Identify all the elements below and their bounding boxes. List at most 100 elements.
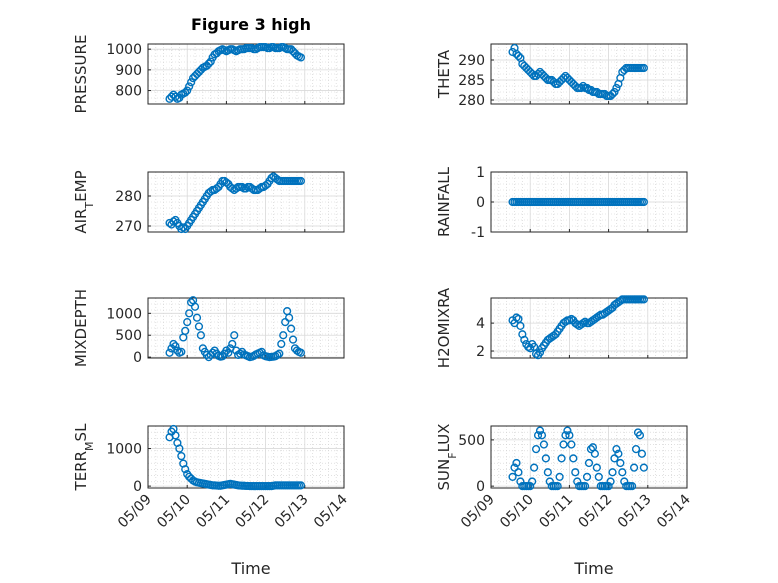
data-point	[567, 440, 576, 449]
data-point	[582, 83, 592, 93]
y-tick-label: 500	[458, 433, 485, 449]
data-point	[528, 477, 537, 486]
data-point	[586, 445, 596, 454]
data-point	[173, 346, 182, 355]
data-point	[171, 431, 180, 440]
subplot-air-temp: 270 280 AIRTEMP	[72, 170, 345, 235]
data-point	[577, 83, 586, 93]
data-point	[584, 458, 594, 468]
y-tick-label: 4	[476, 316, 485, 332]
data-point	[612, 83, 621, 93]
subplot-pressure: 800 900 1000 PRESSURE	[72, 35, 345, 114]
data-point	[508, 47, 517, 57]
data-point	[580, 482, 590, 491]
data-point	[277, 339, 286, 349]
y-axis-label: THETA	[435, 49, 453, 99]
y-axis-label: RAINFALL	[435, 166, 453, 237]
data-point	[561, 431, 570, 440]
data-point	[563, 426, 572, 435]
data-point	[194, 322, 204, 331]
data-point	[187, 78, 196, 87]
data-point	[279, 331, 288, 340]
x-tick-label: 05/10	[497, 492, 537, 532]
axes-box	[490, 425, 688, 489]
data-point	[631, 445, 641, 454]
data-point	[549, 77, 558, 87]
data-point	[526, 482, 535, 491]
data-point	[582, 472, 592, 481]
data-point	[526, 344, 535, 353]
data-point	[628, 482, 637, 491]
y-tick-label: 800	[115, 84, 142, 100]
x-tick-label: 05/14	[311, 491, 351, 531]
data-point	[222, 346, 231, 355]
data-point	[608, 89, 617, 99]
subplot-terr-msl: 0 1000 TERRMSL 05/09 05/10 05/11 05/12 05/13 05/…	[72, 423, 351, 531]
data-point	[569, 454, 578, 463]
y-tick-label: 0	[133, 350, 142, 366]
data-point	[539, 440, 549, 449]
data-point	[530, 463, 539, 472]
data-point	[237, 182, 247, 192]
data-point	[535, 426, 545, 435]
y-axis-label: SUNFLUX	[435, 424, 459, 491]
data-point	[618, 468, 627, 477]
data-point	[580, 317, 590, 326]
y-axis-label: H2OMIXRA	[435, 287, 453, 368]
data-point	[292, 346, 302, 355]
data-point	[175, 444, 184, 453]
y-axis-label: MIXDEPTH	[72, 289, 90, 367]
y-tick-label: 2	[476, 344, 485, 360]
data-point	[196, 331, 206, 340]
data-point	[192, 313, 202, 322]
data-point	[204, 59, 213, 68]
data-point	[545, 477, 554, 486]
data-point	[185, 309, 194, 318]
x-tick-label: 05/11	[536, 492, 576, 532]
data-point	[594, 472, 603, 481]
data-point	[288, 335, 298, 344]
data-point	[592, 463, 601, 472]
data-point	[531, 445, 541, 454]
data-point	[177, 451, 186, 461]
data-point	[608, 468, 617, 477]
data-point	[604, 482, 613, 491]
data-point	[185, 82, 194, 91]
x-tick-label: 05/12	[576, 492, 616, 532]
data-point	[275, 349, 284, 358]
data-point	[512, 313, 521, 322]
x-tick-label: 05/13	[615, 492, 655, 532]
data-point	[296, 348, 305, 357]
data-point	[639, 295, 648, 304]
data-point	[557, 454, 566, 463]
y-tick-label: 1000	[106, 42, 142, 58]
data-point	[535, 348, 545, 357]
data-point	[514, 468, 523, 477]
y-tick-label: 0	[476, 195, 485, 211]
data-point	[559, 440, 568, 449]
y-tick-label: 900	[115, 63, 142, 79]
data-point	[528, 69, 537, 79]
data-point	[612, 445, 621, 454]
data-point	[165, 348, 174, 357]
x-tick-label: 05/12	[233, 492, 273, 532]
data-point	[516, 477, 525, 486]
y-axis-label: PRESSURE	[72, 35, 90, 114]
data-point	[579, 81, 588, 91]
data-point	[183, 86, 192, 95]
axes-box	[147, 171, 345, 233]
data-point	[171, 342, 180, 351]
data-point	[637, 449, 647, 458]
data-point	[520, 335, 529, 344]
data-point	[553, 482, 562, 491]
data-point	[206, 57, 215, 66]
x-tick-label: 05/09	[115, 492, 155, 532]
data-point	[169, 339, 178, 349]
subplot-mixdepth: 0 500 1000 MIXDEPTH	[72, 289, 345, 367]
data-point	[590, 449, 599, 458]
data-point	[531, 349, 541, 358]
data-point	[181, 88, 190, 97]
data-point	[181, 465, 190, 474]
